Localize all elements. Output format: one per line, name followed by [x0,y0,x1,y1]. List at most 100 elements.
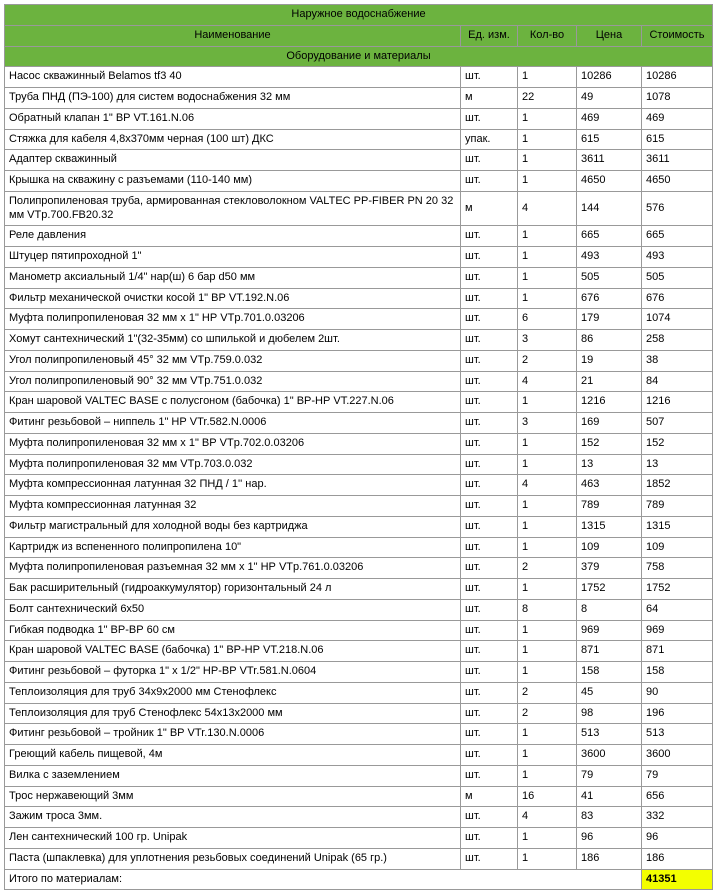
cell-qty: 1 [518,828,577,849]
cell-qty: 16 [518,786,577,807]
table-row: Фитинг резьбовой – ниппель 1" НР VTr.582… [5,413,713,434]
cell-price: 871 [577,641,642,662]
table-row: Греющий кабель пищевой, 4мшт.136003600 [5,745,713,766]
cell-price: 98 [577,703,642,724]
cell-unit: шт. [461,662,518,683]
cell-qty: 1 [518,496,577,517]
cell-unit: шт. [461,724,518,745]
table-row: Теплоизоляция для труб Стенофлекс 54х13х… [5,703,713,724]
cell-cost: 90 [642,682,713,703]
cell-name: Муфта полипропиленовая 32 мм х 1" НР VTp… [5,309,461,330]
cell-price: 49 [577,88,642,109]
cell-qty: 1 [518,848,577,869]
cell-price: 789 [577,496,642,517]
cell-cost: 186 [642,848,713,869]
cell-price: 83 [577,807,642,828]
cell-unit: шт. [461,516,518,537]
cell-cost: 1315 [642,516,713,537]
cell-cost: 13 [642,454,713,475]
cell-price: 79 [577,765,642,786]
cell-cost: 576 [642,191,713,226]
col-header-cost: Стоимость [642,25,713,46]
cell-unit: шт. [461,267,518,288]
cell-name: Бак расширительный (гидроаккумулятор) го… [5,579,461,600]
cell-cost: 507 [642,413,713,434]
cell-cost: 665 [642,226,713,247]
cell-price: 379 [577,558,642,579]
cell-cost: 109 [642,537,713,558]
cell-qty: 1 [518,247,577,268]
cell-qty: 1 [518,67,577,88]
cell-qty: 2 [518,682,577,703]
cell-cost: 84 [642,371,713,392]
cell-price: 13 [577,454,642,475]
cell-qty: 2 [518,558,577,579]
cell-name: Трос нержавеющий 3мм [5,786,461,807]
table-row: Хомут сантехнический 1"(32-35мм) со шпил… [5,330,713,351]
cell-unit: м [461,191,518,226]
cell-name: Болт сантехнический 6х50 [5,599,461,620]
cell-unit: шт. [461,848,518,869]
table-row: Фильтр магистральный для холодной воды б… [5,516,713,537]
table-row: Теплоизоляция для труб 34х9х2000 мм Стен… [5,682,713,703]
cell-cost: 1078 [642,88,713,109]
cell-name: Хомут сантехнический 1"(32-35мм) со шпил… [5,330,461,351]
table-row: Муфта компрессионная латунная 32шт.17897… [5,496,713,517]
cell-name: Фитинг резьбовой – ниппель 1" НР VTr.582… [5,413,461,434]
cell-qty: 1 [518,108,577,129]
cell-price: 152 [577,433,642,454]
table-row: Адаптер скважинныйшт.136113611 [5,150,713,171]
cell-unit: шт. [461,350,518,371]
cell-price: 4650 [577,171,642,192]
cell-cost: 258 [642,330,713,351]
total-label: Итого по материалам: [5,869,642,890]
total-row: Итого по материалам:41351 [5,869,713,890]
cell-name: Муфта полипропиленовая разъемная 32 мм х… [5,558,461,579]
cell-name: Гибкая подводка 1" ВР-ВР 60 см [5,620,461,641]
cell-cost: 1074 [642,309,713,330]
cell-price: 665 [577,226,642,247]
cell-name: Стяжка для кабеля 4,8х370мм черная (100 … [5,129,461,150]
table-row: Фитинг резьбовой – тройник 1" ВР VTr.130… [5,724,713,745]
cell-qty: 3 [518,330,577,351]
cell-unit: шт. [461,288,518,309]
cell-qty: 1 [518,392,577,413]
cell-cost: 1752 [642,579,713,600]
cell-name: Фильтр магистральный для холодной воды б… [5,516,461,537]
cell-cost: 469 [642,108,713,129]
cell-cost: 3611 [642,150,713,171]
cell-unit: шт. [461,620,518,641]
cell-name: Паста (шпаклевка) для уплотнения резьбов… [5,848,461,869]
cell-unit: шт. [461,703,518,724]
table-row: Стяжка для кабеля 4,8х370мм черная (100 … [5,129,713,150]
cell-price: 505 [577,267,642,288]
cell-cost: 152 [642,433,713,454]
cell-qty: 2 [518,703,577,724]
cell-unit: шт. [461,247,518,268]
cell-price: 8 [577,599,642,620]
cell-price: 109 [577,537,642,558]
cell-name: Крышка на скважину с разъемами (110-140 … [5,171,461,192]
cell-cost: 493 [642,247,713,268]
table-row: Зажим троса 3мм.шт.483332 [5,807,713,828]
cell-unit: шт. [461,150,518,171]
cell-cost: 676 [642,288,713,309]
cell-name: Зажим троса 3мм. [5,807,461,828]
cell-unit: шт. [461,392,518,413]
cell-cost: 1852 [642,475,713,496]
cell-price: 3600 [577,745,642,766]
cell-name: Кран шаровой VALTEC BASE с полусгоном (б… [5,392,461,413]
cell-cost: 38 [642,350,713,371]
cell-name: Штуцер пятипроходной 1" [5,247,461,268]
cell-cost: 332 [642,807,713,828]
cell-qty: 4 [518,191,577,226]
cell-price: 463 [577,475,642,496]
cell-unit: шт. [461,330,518,351]
cell-unit: шт. [461,171,518,192]
cell-cost: 1216 [642,392,713,413]
col-header-unit: Ед. изм. [461,25,518,46]
table-row: Полипропиленовая труба, армированная сте… [5,191,713,226]
cell-name: Полипропиленовая труба, армированная сте… [5,191,461,226]
cell-unit: шт. [461,641,518,662]
cell-unit: шт. [461,496,518,517]
